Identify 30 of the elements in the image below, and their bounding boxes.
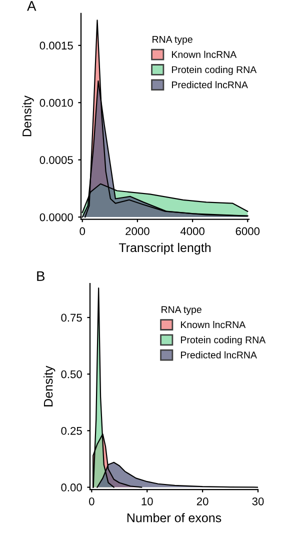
legend-label: Known lncRNA bbox=[181, 321, 246, 328]
y-tick-label: 0.50 bbox=[61, 370, 82, 378]
x-tick-label: 10 bbox=[142, 497, 153, 506]
y-tick-label: 0.0015 bbox=[40, 42, 73, 50]
x-tick-label: 30 bbox=[252, 497, 264, 506]
x-tick-label: 4000 bbox=[180, 227, 204, 236]
chart-title: A bbox=[27, 1, 36, 11]
x-axis-title: Transcript length bbox=[118, 242, 211, 255]
y-tick-label: 0.0005 bbox=[40, 156, 73, 164]
x-tick-label: 0 bbox=[89, 497, 94, 506]
x-tick-label: 6000 bbox=[236, 227, 260, 236]
x-axis-title: Number of exons bbox=[127, 513, 222, 522]
y-tick-label: 0.0010 bbox=[40, 98, 73, 107]
legend-label: Known lncRNA bbox=[172, 50, 237, 58]
legend-label: Protein coding RNA bbox=[181, 336, 266, 346]
y-axis-title: Density bbox=[22, 96, 34, 136]
legend-title: RNA type bbox=[162, 306, 202, 315]
y-tick-label: 0.00 bbox=[61, 484, 82, 492]
y-axis-title: Density bbox=[44, 366, 56, 406]
x-tick-label: 20 bbox=[196, 497, 208, 506]
y-tick-label: 0.0000 bbox=[40, 213, 73, 222]
legend-label: Protein coding RNA bbox=[172, 66, 257, 76]
legend-title: RNA type bbox=[152, 36, 192, 45]
legend-label: Predicted lncRNA bbox=[181, 351, 257, 358]
y-tick-label: 0.75 bbox=[61, 314, 82, 322]
x-tick-label: 2000 bbox=[126, 227, 150, 236]
chart-title: B bbox=[37, 271, 45, 281]
x-tick-label: 0 bbox=[80, 227, 86, 236]
y-tick-label: 0.25 bbox=[61, 426, 82, 435]
legend-label: Predicted lncRNA bbox=[172, 81, 248, 88]
